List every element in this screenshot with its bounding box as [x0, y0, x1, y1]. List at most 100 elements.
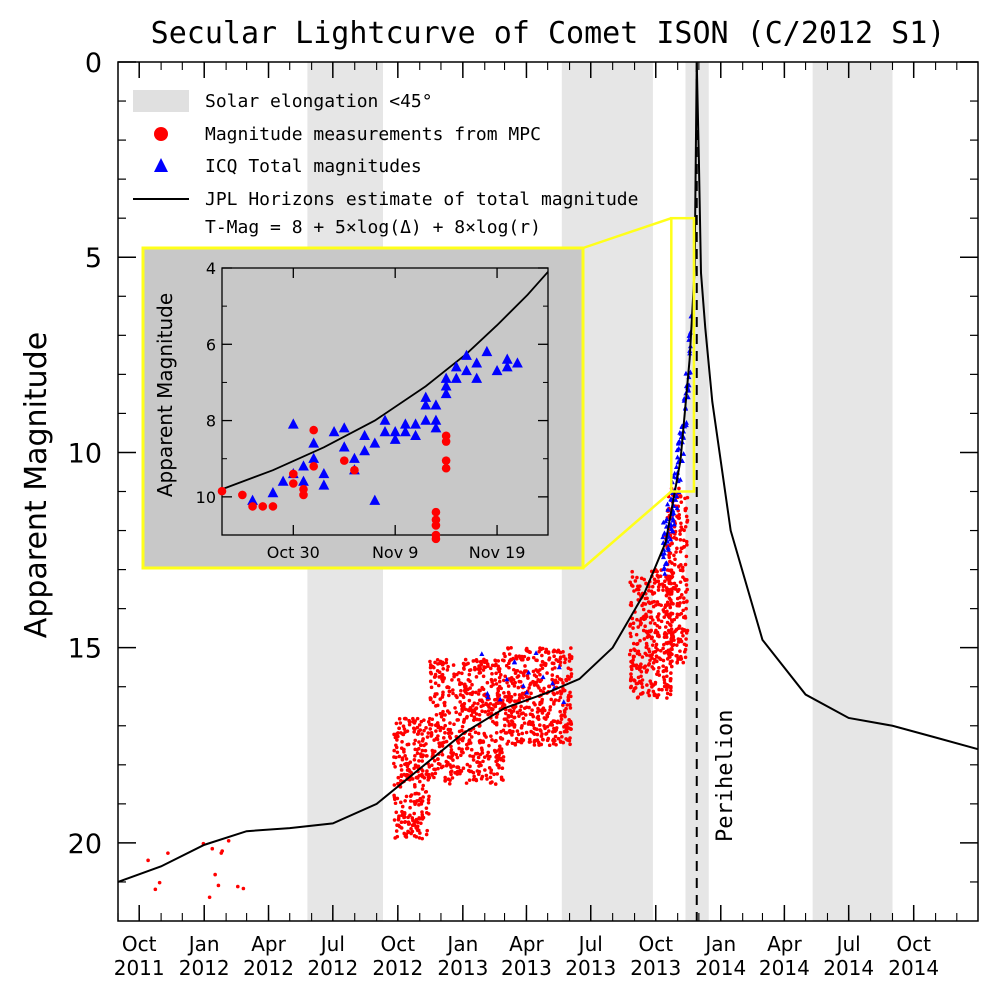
mpc-point: [661, 588, 665, 592]
mpc-point: [429, 723, 434, 727]
mpc-point: [542, 724, 546, 728]
mpc-point: [438, 762, 442, 767]
mpc-point: [465, 762, 470, 767]
mpc-point: [511, 656, 515, 661]
mpc-point: [629, 600, 634, 605]
mpc-point: [668, 677, 673, 681]
mpc-point: [561, 703, 565, 707]
mpc-point: [628, 622, 633, 627]
mpc-point: [434, 712, 439, 717]
mpc-point: [661, 658, 666, 663]
inset-mpc-point: [350, 465, 359, 475]
inset-icq-point: [420, 391, 432, 402]
mpc-point: [410, 829, 415, 834]
mpc-point: [555, 650, 560, 654]
mpc-point: [417, 759, 421, 763]
mpc-point: [424, 810, 429, 815]
mpc-point: [219, 851, 224, 855]
inset-icq-point: [308, 452, 320, 463]
mpc-point: [443, 730, 447, 735]
mpc-point: [467, 732, 472, 737]
mpc-point: [567, 738, 572, 743]
mpc-point: [395, 738, 399, 742]
mpc-point: [685, 578, 689, 582]
mpc-point: [531, 731, 536, 735]
mpc-point: [511, 709, 516, 713]
inset-icq-point: [359, 429, 371, 441]
mpc-point: [667, 685, 672, 689]
mpc-point: [655, 655, 659, 659]
mpc-point: [528, 712, 533, 717]
mpc-point: [519, 740, 524, 745]
icq-point: [673, 464, 680, 469]
inset-icq-point: [430, 399, 442, 410]
icq-point: [665, 544, 671, 550]
mpc-point: [644, 581, 648, 586]
mpc-point: [553, 679, 558, 684]
mpc-point: [455, 755, 460, 760]
inset-icq-point: [318, 479, 330, 490]
x-tick-month: Oct: [381, 932, 416, 956]
mpc-point: [441, 666, 446, 671]
mpc-point: [468, 679, 472, 684]
mpc-point: [463, 707, 468, 712]
mpc-point: [657, 625, 662, 630]
mpc-point: [645, 596, 649, 601]
mpc-point: [682, 538, 686, 543]
mpc-point: [459, 703, 464, 708]
mpc-point: [497, 675, 502, 680]
inset-mpc-point: [441, 463, 451, 473]
mpc-point: [399, 826, 404, 830]
mpc-point: [522, 706, 527, 710]
mpc-point: [509, 714, 514, 718]
mpc-point: [670, 561, 674, 565]
mpc-point: [436, 683, 441, 688]
mpc-point: [665, 641, 670, 646]
mpc-point: [397, 726, 401, 731]
mpc-point: [676, 657, 680, 662]
mpc-point: [468, 764, 472, 769]
mpc-point: [630, 616, 635, 621]
mpc-point: [496, 696, 500, 700]
mpc-point: [630, 661, 635, 665]
mpc-point: [488, 775, 493, 780]
mpc-point: [656, 618, 661, 622]
inset-y-axis-label: Apparent Magnitude: [153, 293, 177, 497]
mpc-point: [437, 741, 442, 745]
inset-icq-point: [267, 487, 279, 498]
mpc-point: [413, 784, 417, 789]
mpc-point: [406, 829, 410, 834]
mpc-point: [558, 720, 563, 725]
mpc-point: [662, 632, 667, 636]
inset-x-tick-label: Nov 19: [469, 543, 526, 562]
mpc-point: [413, 802, 417, 806]
mpc-point: [481, 759, 485, 764]
mpc-point: [655, 600, 660, 604]
mpc-point: [638, 638, 642, 643]
mpc-point: [403, 820, 408, 824]
mpc-point: [681, 600, 686, 605]
mpc-point: [677, 486, 681, 491]
mpc-point: [545, 671, 549, 675]
mpc-point: [649, 628, 654, 633]
mpc-point: [415, 732, 420, 736]
mpc-point: [649, 589, 654, 594]
mpc-point: [654, 645, 658, 650]
mpc-point: [521, 696, 525, 700]
inset-mpc-point: [299, 490, 308, 500]
mpc-point: [660, 687, 664, 692]
mpc-point: [474, 751, 478, 756]
mpc-point: [634, 632, 639, 637]
mpc-point: [676, 626, 681, 631]
y-tick-label: 5: [85, 243, 102, 274]
mpc-point: [436, 725, 441, 730]
mpc-point: [542, 661, 547, 666]
mpc-point: [415, 716, 420, 721]
mpc-point: [428, 727, 433, 731]
mpc-point: [665, 577, 670, 581]
mpc-point: [412, 811, 417, 816]
mpc-point: [489, 734, 493, 738]
mpc-point: [494, 682, 499, 686]
mpc-point: [479, 662, 484, 667]
inset-mpc-point: [289, 479, 298, 488]
